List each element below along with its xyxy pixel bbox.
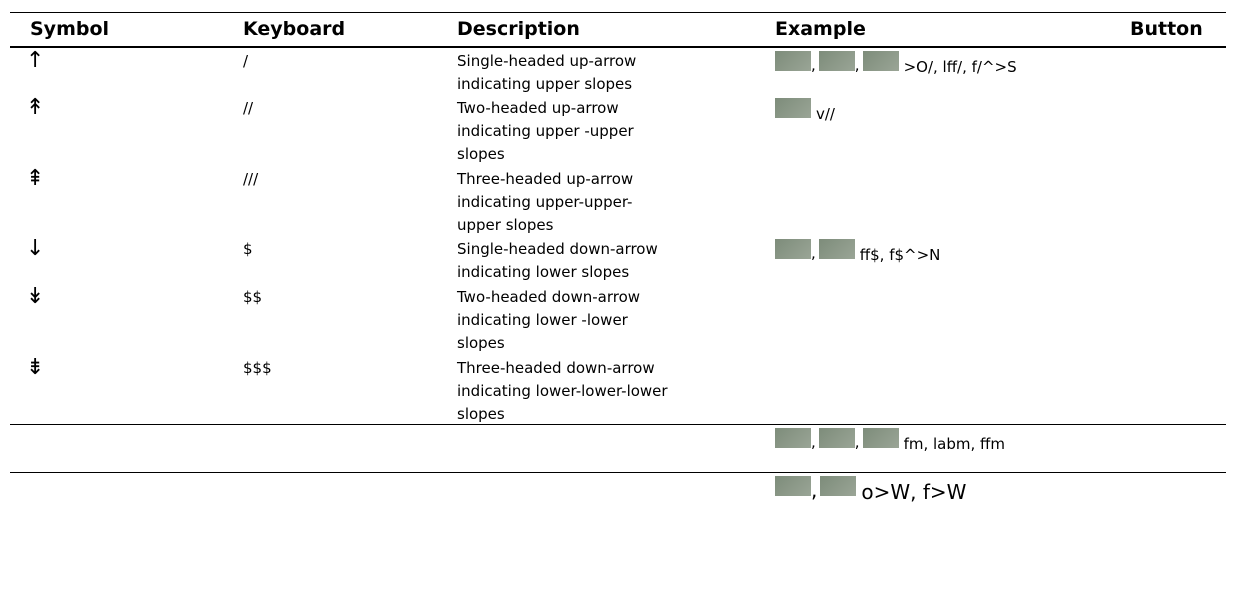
description-line: slopes xyxy=(457,405,505,423)
example-text: >O/, lff/, f/^>S xyxy=(903,58,1017,76)
description-line: indicating upper -upper xyxy=(457,122,634,140)
example-cell: , ff$, f$^>N xyxy=(775,238,940,267)
description-cell: Single-headed down-arrow indicating lower… xyxy=(457,238,658,284)
header-cell: Example xyxy=(775,18,866,40)
example-image xyxy=(862,51,899,71)
example-image xyxy=(775,428,811,448)
header-cell: Button xyxy=(1130,18,1203,40)
symbol: ↑ xyxy=(26,48,45,73)
rule xyxy=(10,424,1226,425)
symbol: ↟ xyxy=(26,95,45,120)
header-cell: Symbol xyxy=(30,18,110,40)
table-row: ⇞ /// Three-headed up-arrow indicating uppe… xyxy=(0,166,1248,236)
description-line: indicating lower -lower xyxy=(457,311,628,329)
example-image xyxy=(818,428,855,448)
table-row: ↡ $$ Two-headed down-arrow indicating lower… xyxy=(0,284,1248,355)
table-row: ↓ $ Single-headed down-arrow indicating low… xyxy=(0,236,1248,284)
description-line: Single-headed up-arrow xyxy=(457,52,637,70)
description-cell: Two-headed up-arrow indicating upper -upp… xyxy=(457,97,634,166)
description-line: slopes xyxy=(457,334,505,352)
example-image xyxy=(775,239,811,259)
symbol: ⇟ xyxy=(26,355,45,380)
description-line: indicating lower slopes xyxy=(457,263,630,281)
keyboard-cell: $$ xyxy=(243,288,263,306)
description-cell: Three-headed up-arrow indicating upper-up… xyxy=(457,168,633,237)
symbol: ↡ xyxy=(26,284,45,309)
symbol: ↓ xyxy=(26,236,45,261)
keyboard-cell: $$$ xyxy=(243,359,272,377)
example-image xyxy=(775,51,811,71)
rule xyxy=(10,472,1226,473)
keyboard-cell: // xyxy=(243,99,254,117)
symbol: ⇞ xyxy=(26,166,45,191)
description-line: Three-headed up-arrow xyxy=(457,170,634,188)
description-line: Two-headed up-arrow xyxy=(457,99,619,117)
example-image xyxy=(818,239,855,259)
table-row: , o>W, f>W xyxy=(0,473,1248,533)
separator: , xyxy=(811,244,816,262)
description-line: Three-headed down-arrow xyxy=(457,359,655,377)
description-cell: Three-headed down-arrow indicating lower-… xyxy=(457,357,668,426)
description-cell: Two-headed down-arrow indicating lower -l… xyxy=(457,286,640,355)
table-row: ,, fm, labm, ffm xyxy=(0,425,1248,473)
table-row: ⇟ $$$ Three-headed down-arrow indicating lo… xyxy=(0,355,1248,425)
header-cell: Keyboard xyxy=(243,18,346,40)
example-image xyxy=(820,476,857,496)
description-line: slopes xyxy=(457,145,505,163)
keyboard-cell: /// xyxy=(243,170,259,188)
table-row: ↟ // Two-headed up-arrow indicating upper -… xyxy=(0,95,1248,166)
example-image xyxy=(862,428,899,448)
example-cell: v// xyxy=(775,97,835,126)
rule xyxy=(10,46,1226,48)
description-line: Two-headed down-arrow xyxy=(457,288,641,306)
example-text: fm, labm, ffm xyxy=(903,435,1005,453)
header-cell: Description xyxy=(457,18,580,40)
example-image xyxy=(818,51,855,71)
rule xyxy=(10,12,1226,13)
separator: , xyxy=(811,478,818,502)
description-line: upper slopes xyxy=(457,216,554,234)
description-line: indicating upper slopes xyxy=(457,75,633,93)
example-text: ff$, f$^>N xyxy=(859,246,941,264)
description-line: indicating upper-upper- xyxy=(457,193,633,211)
example-text: o>W, f>W xyxy=(861,480,967,504)
example-image xyxy=(775,98,811,118)
example-text: v// xyxy=(816,105,835,123)
separator: , xyxy=(811,56,816,74)
separator: , xyxy=(854,56,860,74)
description-cell: Single-headed up-arrow indicating upper s… xyxy=(457,50,636,96)
description-line: indicating lower-lower-lower xyxy=(457,382,668,400)
keyboard-cell: $ xyxy=(243,240,253,258)
separator: , xyxy=(811,433,816,451)
example-cell: ,, fm, labm, ffm xyxy=(775,427,1005,456)
keyboard-cell: / xyxy=(243,52,249,70)
example-image xyxy=(775,476,811,496)
table-row: ↑ / Single-headed up-arrow indicating upper… xyxy=(0,48,1248,95)
separator: , xyxy=(854,433,860,451)
example-cell: , o>W, f>W xyxy=(775,475,966,504)
description-line: Single-headed down-arrow xyxy=(457,240,658,258)
example-cell: ,, >O/, lff/, f/^>S xyxy=(775,50,1017,79)
